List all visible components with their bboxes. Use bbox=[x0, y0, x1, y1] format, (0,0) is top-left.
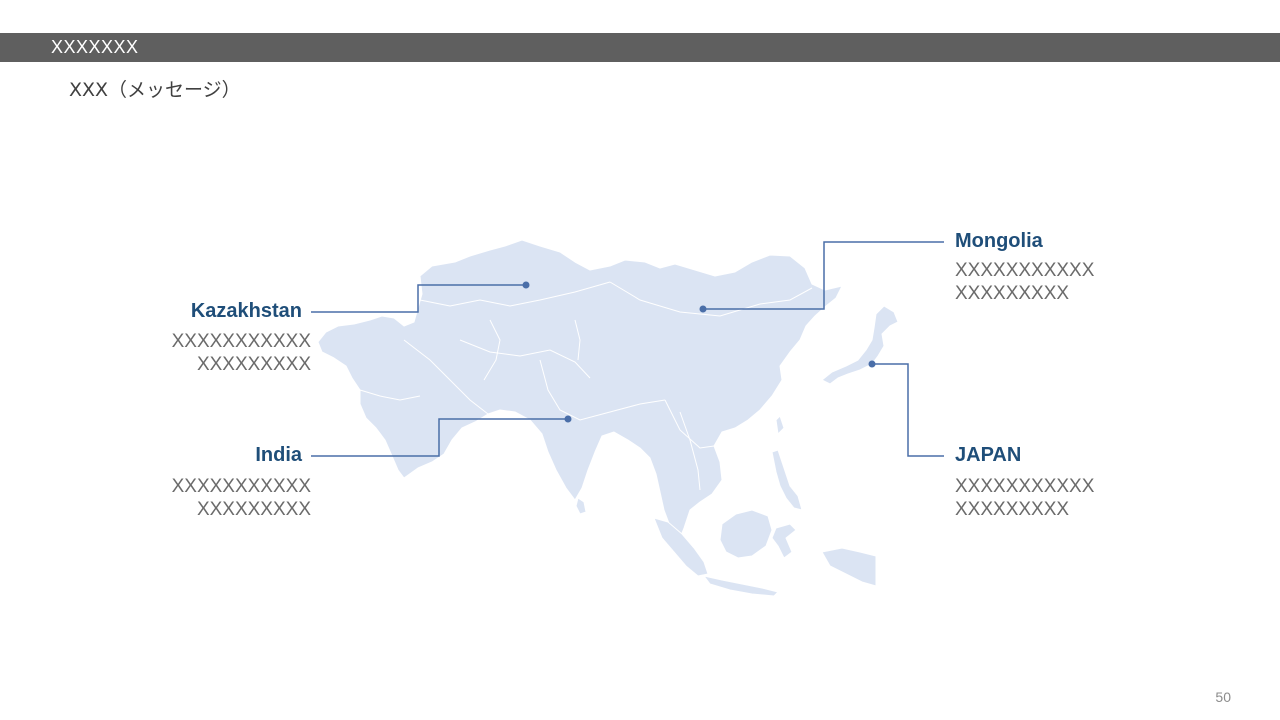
japan-description: XXXXXXXXXXX XXXXXXXXX bbox=[955, 475, 1094, 521]
japan-label: JAPAN bbox=[955, 444, 1022, 466]
slide-message: XXX（メッセージ） bbox=[69, 79, 241, 101]
india-marker bbox=[564, 415, 572, 423]
asia-landmass bbox=[317, 239, 843, 539]
mongolia-label: Mongolia bbox=[955, 230, 1043, 252]
india-description: XXXXXXXXXXX XXXXXXXXX bbox=[130, 475, 311, 521]
japan-marker bbox=[868, 360, 876, 368]
title-bar: XXXXXXX bbox=[0, 33, 1280, 62]
kazakhstan-label: Kazakhstan bbox=[190, 300, 302, 322]
slide-title: XXXXXXX bbox=[51, 37, 139, 57]
kazakhstan-desc-line1: XXXXXXXXXXX bbox=[171, 331, 311, 352]
india-connector bbox=[311, 418, 568, 457]
page-number: 50 bbox=[1215, 689, 1231, 705]
kazakhstan-connector bbox=[311, 284, 526, 313]
mongolia-marker bbox=[699, 305, 707, 313]
kazakhstan-desc-line2: XXXXXXXXX bbox=[196, 354, 311, 375]
india-label: India bbox=[255, 444, 302, 466]
mongolia-connector bbox=[703, 241, 944, 310]
india-desc-line2: XXXXXXXXX bbox=[196, 499, 311, 520]
japan-connector bbox=[872, 363, 944, 457]
india-desc-line1: XXXXXXXXXXX bbox=[171, 476, 311, 497]
mongolia-desc-line2: XXXXXXXXX bbox=[955, 283, 1070, 304]
kazakhstan-marker bbox=[522, 281, 530, 289]
kazakhstan-description: XXXXXXXXXXX XXXXXXXXX bbox=[130, 330, 311, 376]
japan-desc-line1: XXXXXXXXXXX bbox=[955, 476, 1095, 497]
japan-desc-line2: XXXXXXXXX bbox=[955, 499, 1070, 520]
mongolia-desc-line1: XXXXXXXXXXX bbox=[955, 260, 1095, 281]
mongolia-description: XXXXXXXXXXX XXXXXXXXX bbox=[955, 259, 1094, 305]
japan-landmass bbox=[821, 305, 899, 385]
